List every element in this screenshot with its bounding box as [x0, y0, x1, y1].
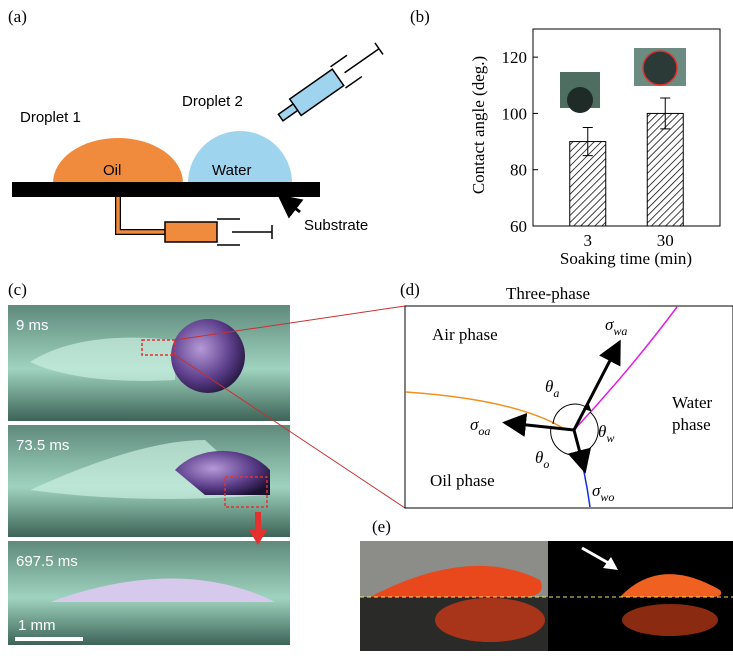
- symbol: θo: [535, 448, 549, 471]
- bar: [646, 112, 684, 227]
- x-tick-label: 3: [584, 231, 593, 250]
- symbol: σwo: [592, 481, 614, 504]
- oil-droplet: [53, 138, 183, 183]
- panel-c: (c) 9 ms 73.5 ms 697.5 ms 1 mm: [8, 280, 406, 645]
- y-tick-label: 60: [510, 217, 527, 236]
- frame-time: 73.5 ms: [16, 437, 69, 454]
- water-phase: phase: [672, 415, 711, 434]
- panel-label: (d): [400, 280, 420, 299]
- symbol-base: σ: [605, 315, 614, 334]
- symbol-sub: wo: [600, 490, 614, 504]
- scale-text: 1 mm: [18, 617, 56, 634]
- symbol: σwa: [605, 315, 627, 338]
- y-tick-label: 100: [502, 104, 528, 123]
- substrate: [12, 182, 320, 197]
- oil-phase: Oil phase: [430, 471, 495, 490]
- symbol-sub: a: [553, 386, 559, 400]
- symbol-sub: wa: [613, 324, 627, 338]
- symbol-sub: o: [543, 457, 549, 471]
- droplet-2: Droplet 2: [182, 93, 243, 110]
- scale-bar: [15, 637, 83, 641]
- panel-label: (e): [372, 517, 391, 536]
- x-tick-label: 30: [657, 231, 674, 250]
- symbol-base: θ: [535, 448, 543, 467]
- y-tick-label: 120: [502, 48, 528, 67]
- substrate-label: Substrate: [304, 217, 368, 234]
- water-label: Water: [212, 162, 251, 179]
- frame-time: 9 ms: [16, 317, 49, 334]
- droplet-1: Droplet 1: [20, 109, 81, 126]
- plot-frame: [532, 28, 721, 227]
- symbol: θa: [545, 377, 559, 400]
- oil-label: Oil: [103, 162, 121, 179]
- x-axis-label: Soaking time (min): [560, 249, 692, 268]
- water-phase: Water: [672, 393, 712, 412]
- panel-label: (b): [410, 7, 430, 26]
- panel-e: (e): [360, 517, 733, 651]
- syringe: [277, 42, 384, 122]
- air-phase: Air phase: [432, 325, 498, 344]
- symbol-base: σ: [592, 481, 601, 500]
- panel-b: (b) Contact angle (deg.) Soaking time (m…: [410, 7, 721, 268]
- symbol-sub: oa: [478, 424, 490, 438]
- panel-d: (d) Three-phase Air phase Water phase Oi…: [400, 280, 733, 509]
- y-tick-label: 80: [510, 161, 527, 180]
- symbol-sub: w: [606, 431, 614, 445]
- symbol-base: θ: [545, 377, 553, 396]
- symbol: σoa: [470, 415, 490, 438]
- symbol-base: σ: [470, 415, 479, 434]
- symbol-base: θ: [598, 422, 606, 441]
- error-bar: [582, 127, 593, 157]
- panel-title: Three-phase: [506, 284, 590, 303]
- y-axis-label: Contact angle (deg.): [469, 56, 488, 194]
- water-droplet: [188, 131, 292, 183]
- error-bar: [660, 97, 671, 130]
- panel-label: (c): [8, 280, 27, 299]
- symbol: θw: [598, 422, 614, 445]
- panel-a: (a) Droplet 1 Droplet 2 Oil Water Substr…: [8, 7, 384, 246]
- frame-time: 697.5 ms: [16, 553, 78, 570]
- panel-label: (a): [8, 7, 27, 26]
